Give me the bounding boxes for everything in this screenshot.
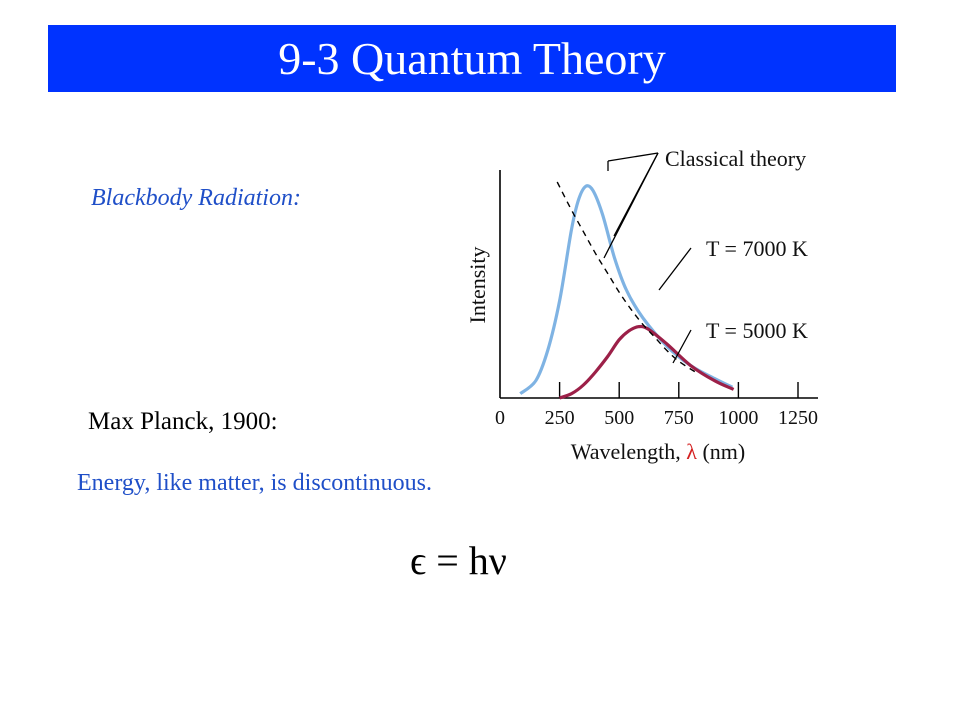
x-axis-label-suffix: (nm) [697,439,745,464]
x-tick-label: 750 [664,407,694,429]
leader-line [658,247,692,291]
y-axis-label: Intensity [465,247,490,324]
leader-line [603,152,659,259]
leader-line [672,329,692,364]
curve-5000k [559,324,735,400]
x-axis-label: Wavelength, λ (nm) [571,439,745,464]
label-7000k: T = 7000 K [706,236,808,261]
energy-statement: Energy, like matter, is discontinuous. [77,470,432,496]
x-tick-label: 0 [495,407,505,429]
series-labels: T = 7000 K T = 5000 K Classical theory [603,146,808,364]
title-bar: 9-3 Quantum Theory [48,25,896,92]
label-5000k: T = 5000 K [706,318,808,343]
x-tick-label: 500 [604,407,634,429]
curve-7000k [519,184,734,395]
x-tick-label: 1250 [778,407,818,429]
label-classical: Classical theory [665,146,806,171]
x-ticks: 0 250 500 750 1000 1250 [495,382,818,429]
curves [519,181,735,400]
subtitle: Blackbody Radiation: [91,185,301,211]
x-tick-label: 250 [545,407,575,429]
page-title: 9-3 Quantum Theory [278,32,666,84]
planck-equation: ϵ = hν [410,538,507,583]
x-axis-label-prefix: Wavelength, [571,439,687,464]
blackbody-chart: Intensity Wavelength, λ (nm) 0 250 500 750 1… [465,146,818,464]
curve-classical [556,181,696,373]
x-tick-label: 1000 [718,407,758,429]
lambda-symbol: λ [686,439,697,464]
planck-label: Max Planck, 1900: [88,408,278,435]
leader-line [607,152,659,162]
